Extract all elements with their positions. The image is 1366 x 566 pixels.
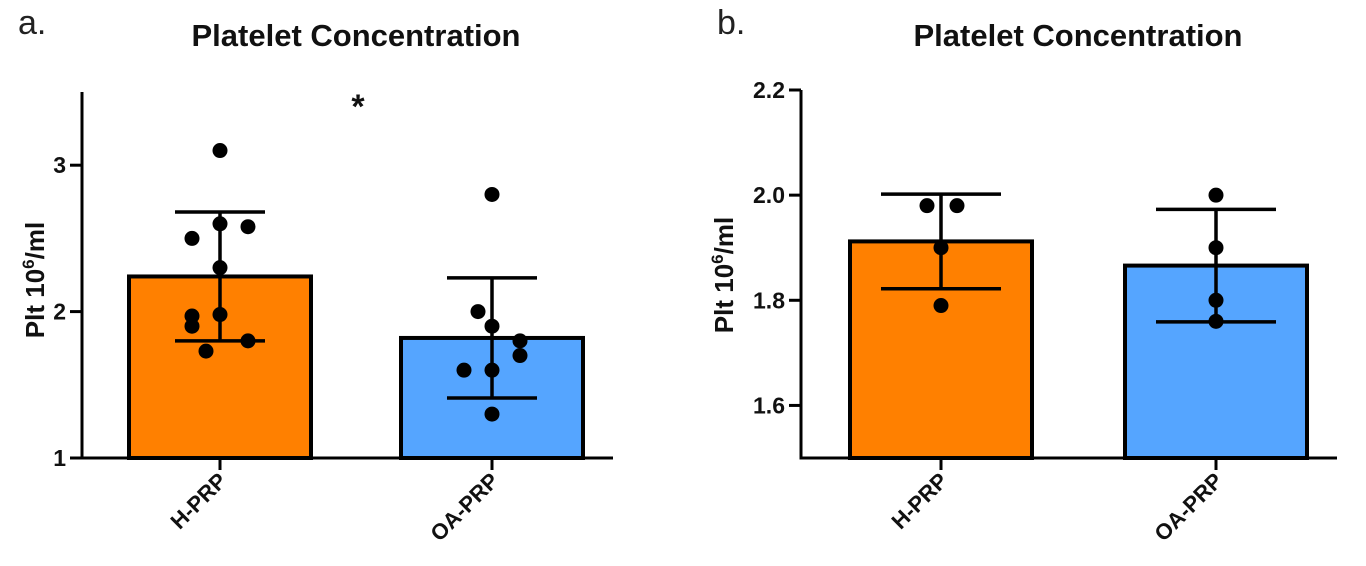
- panel-b-data-point: [1208, 187, 1224, 203]
- panel-a-y-axis-label: Plt 106/ml: [19, 222, 50, 338]
- panel-a-y-label-suffix: /ml: [20, 222, 50, 260]
- panel-b-data-point: [949, 198, 965, 214]
- panel-b-y-tick-label: 1.8: [753, 287, 785, 313]
- panel-b-data-point: [1208, 240, 1224, 256]
- panel-a-data-point: [184, 308, 200, 324]
- panel-a-x-tick-label: H-PRP: [165, 468, 231, 534]
- panel-a-data-point: [484, 406, 500, 422]
- panel-a-data-point: [198, 343, 214, 359]
- panel-a-data-point: [212, 307, 228, 323]
- panel-a-data-point: [212, 216, 228, 232]
- panel-b-y-label-main: Plt 10: [709, 264, 739, 333]
- panel-a-data-point: [484, 362, 500, 378]
- panel-b-x-tick-label: H-PRP: [886, 468, 952, 534]
- panel-a-letter: a.: [18, 4, 46, 42]
- panel-b-y-tick-label: 2.0: [753, 182, 785, 208]
- panel-b-title: Platelet Concentration: [914, 18, 1243, 53]
- chart-panel-b: b. Platelet Concentration Plt 106/ml 1.6…: [708, 4, 1337, 546]
- panel-a-data-point: [470, 304, 486, 320]
- panel-b-letter: b.: [717, 4, 745, 42]
- panel-a-significance-marker: *: [351, 88, 365, 126]
- chart-panel-a: a. Platelet Concentration Plt 106/ml * 1…: [18, 4, 613, 546]
- panel-a-x-tick-label: OA-PRP: [425, 468, 503, 546]
- panel-b-y-label-suffix: /ml: [709, 217, 739, 255]
- panel-a-data-point: [484, 318, 500, 334]
- panel-a-data-point: [512, 333, 528, 349]
- panel-b-y-label-sup: 6: [708, 254, 727, 263]
- panel-a-y-tick-label: 2: [53, 299, 66, 325]
- panel-a-data-point: [184, 318, 200, 334]
- panel-b-y-axis-label: Plt 106/ml: [708, 217, 739, 333]
- panel-a-y-tick-label: 3: [53, 152, 66, 178]
- panel-b-data-point: [1208, 292, 1224, 308]
- panel-b-y-tick-label: 2.2: [753, 77, 785, 103]
- panel-a-data-point: [456, 362, 472, 378]
- panel-a-title: Platelet Concentration: [192, 18, 521, 53]
- panel-b-data-point: [933, 298, 949, 314]
- panel-a-data-point: [512, 348, 528, 364]
- panel-a-data-point: [240, 219, 256, 235]
- panel-a-y-tick-label: 1: [53, 445, 66, 471]
- panel-a-data-point: [484, 186, 500, 202]
- panel-b-data-point: [933, 240, 949, 256]
- panel-b-x-tick-label: OA-PRP: [1149, 468, 1227, 546]
- panel-b-y-tick-label: 1.6: [753, 392, 785, 418]
- panel-a-data-point: [212, 260, 228, 276]
- panel-a-data-point: [212, 143, 228, 159]
- panel-a-data-point: [240, 333, 256, 349]
- panel-a-y-label-sup: 6: [19, 259, 38, 268]
- panel-a-data-point: [184, 230, 200, 246]
- panel-b-data-point: [1208, 313, 1224, 329]
- panel-a-y-label-main: Plt 10: [20, 269, 50, 338]
- panel-b-data-point: [919, 198, 935, 214]
